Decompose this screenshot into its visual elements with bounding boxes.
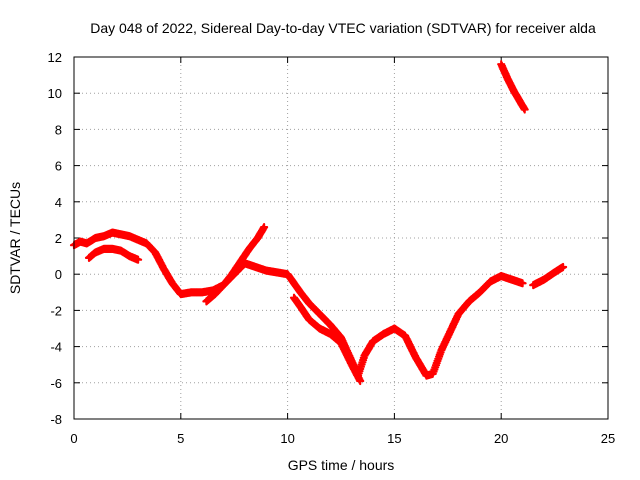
y-tick-label: 6 [55,159,62,174]
data-point [260,223,269,232]
plot-frame [73,56,609,420]
y-tick-label: -4 [50,340,62,355]
y-tick-label: 8 [55,122,62,137]
y-tick-label: 0 [55,267,62,282]
y-tick-label: 4 [55,195,62,210]
x-tick-label: 20 [494,431,508,446]
x-tick-label: 15 [387,431,401,446]
axis-tick-labels: 0 5 10 15 20 25 -8 -6 -4 -2 0 2 4 6 8 10 12 [48,50,616,446]
grid [74,57,608,419]
y-tick-label: 10 [48,86,62,101]
y-tick-label: -2 [50,303,62,318]
chart-title: Day 048 of 2022, Sidereal Day-to-day VTE… [90,20,596,36]
series-track-upper [497,60,529,114]
data-point [356,376,365,386]
x-tick-label: 10 [280,431,294,446]
y-tick-label: -6 [50,376,62,391]
y-tick-label: 2 [55,231,62,246]
x-axis-label: GPS time / hours [288,457,395,473]
series-track-late [529,262,568,290]
y-tick-label: -8 [50,412,62,427]
y-axis-label: SDTVAR / TECUs [7,182,23,294]
plot-area [69,60,568,386]
series-track-midday-low [289,293,365,386]
data-point [520,105,529,114]
y-tick-label: 12 [48,50,62,65]
series-track-branch-rising [202,223,269,306]
series-track-early-low [84,244,143,264]
x-tick-label: 5 [177,431,184,446]
x-tick-label: 0 [70,431,77,446]
axis-ticks [73,56,609,420]
data-point [518,279,527,288]
data-point [134,255,143,264]
x-tick-label: 25 [601,431,615,446]
data-point [559,262,568,272]
